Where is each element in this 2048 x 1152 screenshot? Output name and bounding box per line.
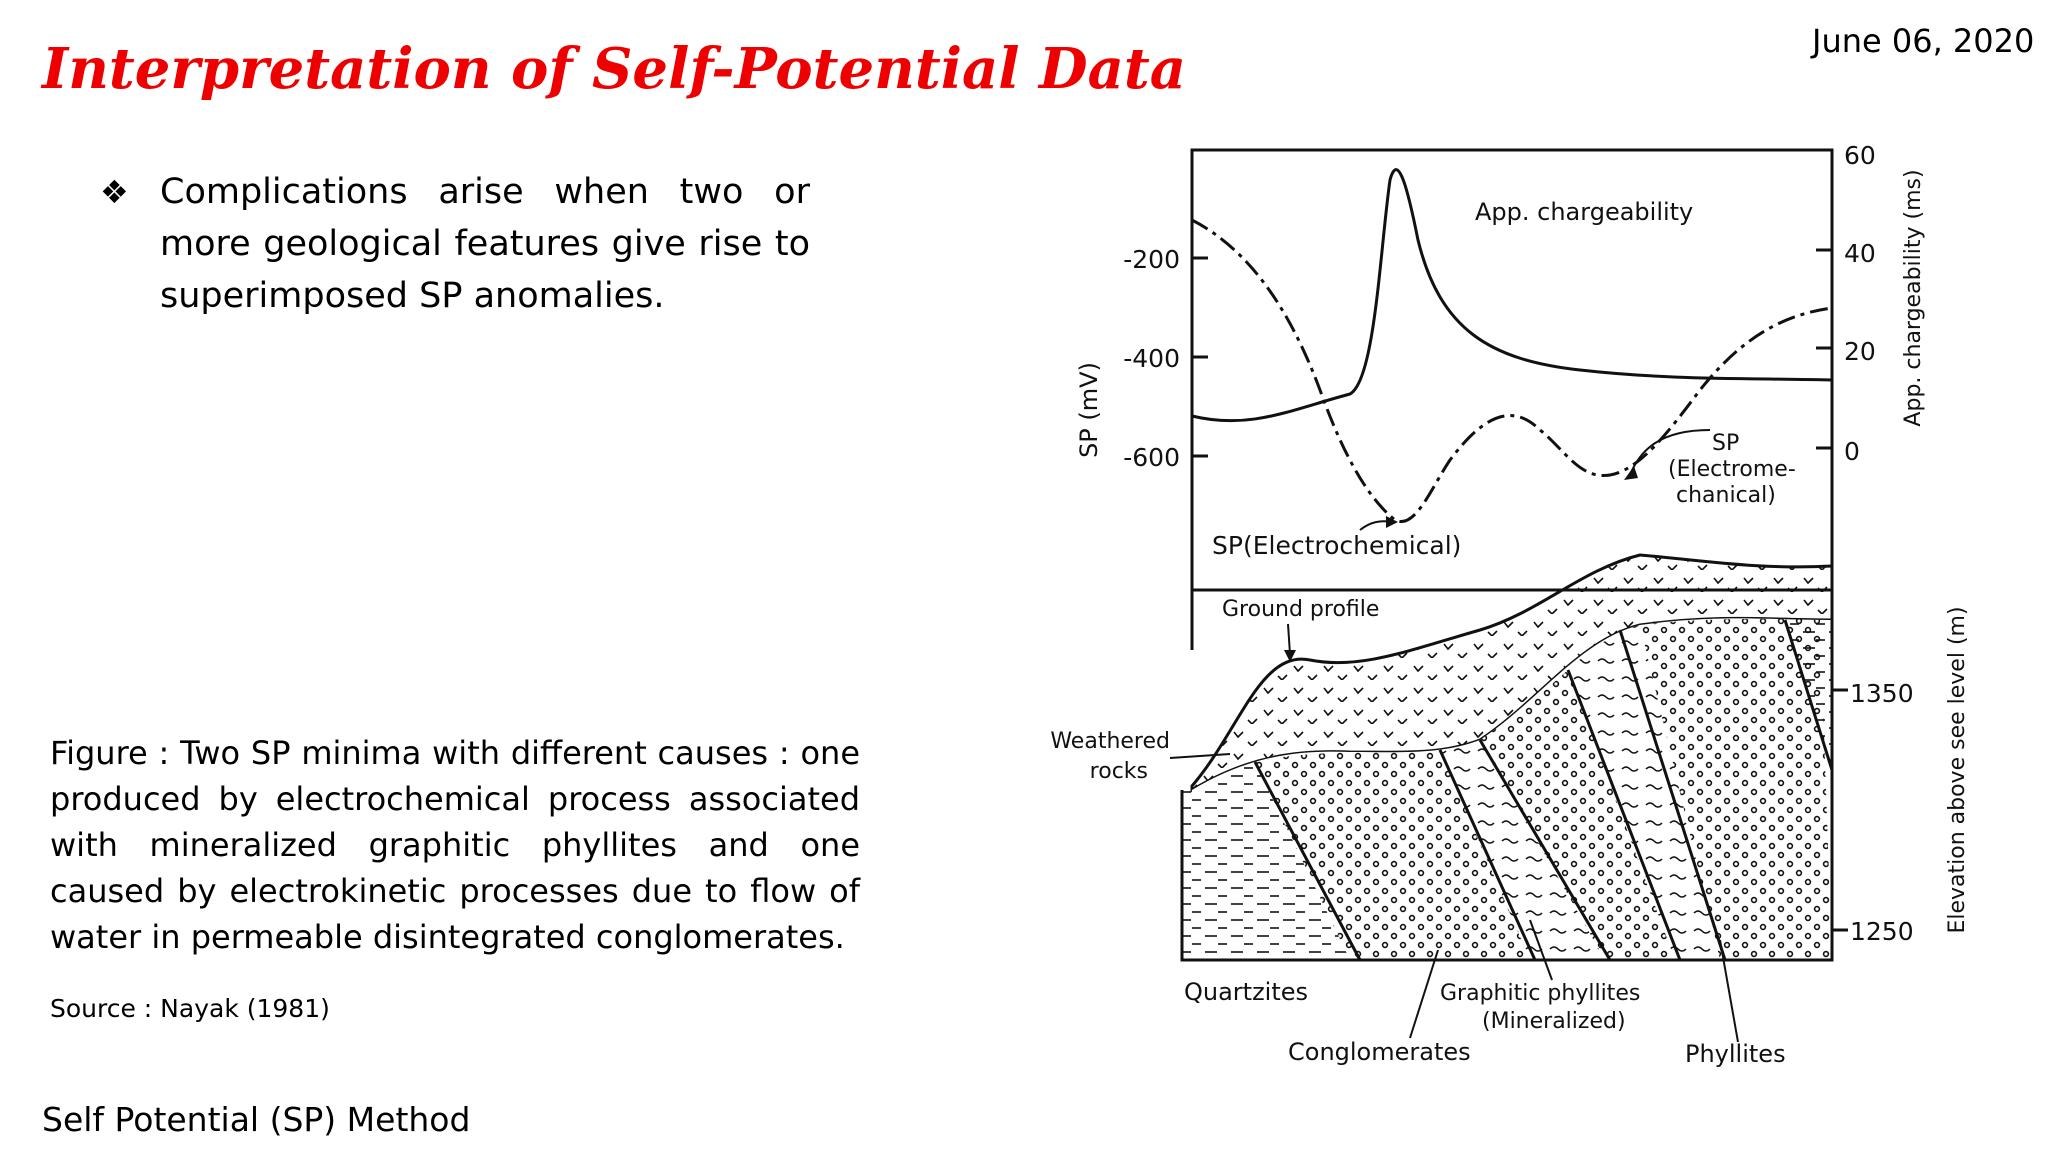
chargeability-axis-label: App. chargeability (ms) [1901,169,1926,426]
chargeability-tick-label: 40 [1844,239,1876,268]
slide-footer: Self Potential (SP) Method [42,1100,471,1139]
elevation-axis: 1350 1250 Elevation above see level (m) [1832,606,1970,946]
weathered-rocks-label: Weathered [1050,729,1170,754]
chargeability-tick-label: 0 [1844,437,1860,466]
conglomerates-label: Conglomerates [1288,1038,1471,1066]
elevation-tick-label: 1250 [1850,917,1914,946]
sp-tick-label: -400 [1123,344,1180,373]
chart-frame [1190,148,1834,592]
diamond-bullet-icon: ❖ [100,173,129,211]
elevation-tick-label: 1350 [1850,679,1914,708]
sp-electromechanical-label: (Electrome- [1668,457,1796,482]
figure-source: Source : Nayak (1981) [50,994,330,1023]
chargeability-curve [1191,168,1833,423]
geologic-section [1180,553,1834,962]
sp-tick-label: -600 [1123,443,1180,472]
slide-title: Interpretation of Self-Potential Data [42,36,1187,102]
elevation-axis-label: Elevation above see level (m) [1945,606,1970,933]
app-chargeability-label: App. chargeability [1475,198,1693,226]
phyllites-label: Phyllites [1685,1040,1786,1068]
graphitic-phyllites-label: Graphitic phyllites [1440,981,1640,1006]
weathered-rocks-label: rocks [1090,759,1148,784]
bullet-text: Complications arise when two or more geo… [160,172,810,316]
sp-axis: -200 -400 -600 SP (mV) [1075,245,1208,472]
chargeability-axis: 60 40 20 0 App. chargeability (ms) [1816,141,1926,466]
sp-axis-label: SP (mV) [1075,362,1103,458]
chargeability-tick-label: 20 [1844,337,1876,366]
graphitic-phyllites-label: (Mineralized) [1482,1009,1626,1034]
sp-figure: -200 -400 -600 SP (mV) 60 40 20 0 App. c… [1020,130,2020,1090]
sp-figure-drawing: -200 -400 -600 SP (mV) 60 40 20 0 App. c… [1050,141,1970,1068]
sp-electrochemical-label: SP(Electrochemical) [1212,531,1461,560]
chargeability-tick-label: 60 [1844,141,1876,170]
figure-caption: Figure : Two SP minima with different ca… [50,734,860,956]
sp-electromechanical-label: chanical) [1676,483,1776,508]
slide-date: June 06, 2020 [1812,22,2035,60]
ground-profile-label: Ground profile [1222,597,1379,622]
sp-tick-label: -200 [1123,245,1180,274]
sp-electromechanical-label: SP [1712,431,1739,456]
quartzites-label: Quartzites [1184,978,1308,1006]
sp-curve [1191,218,1833,524]
bullet-point: ❖ Complications arise when two or more g… [100,166,810,322]
